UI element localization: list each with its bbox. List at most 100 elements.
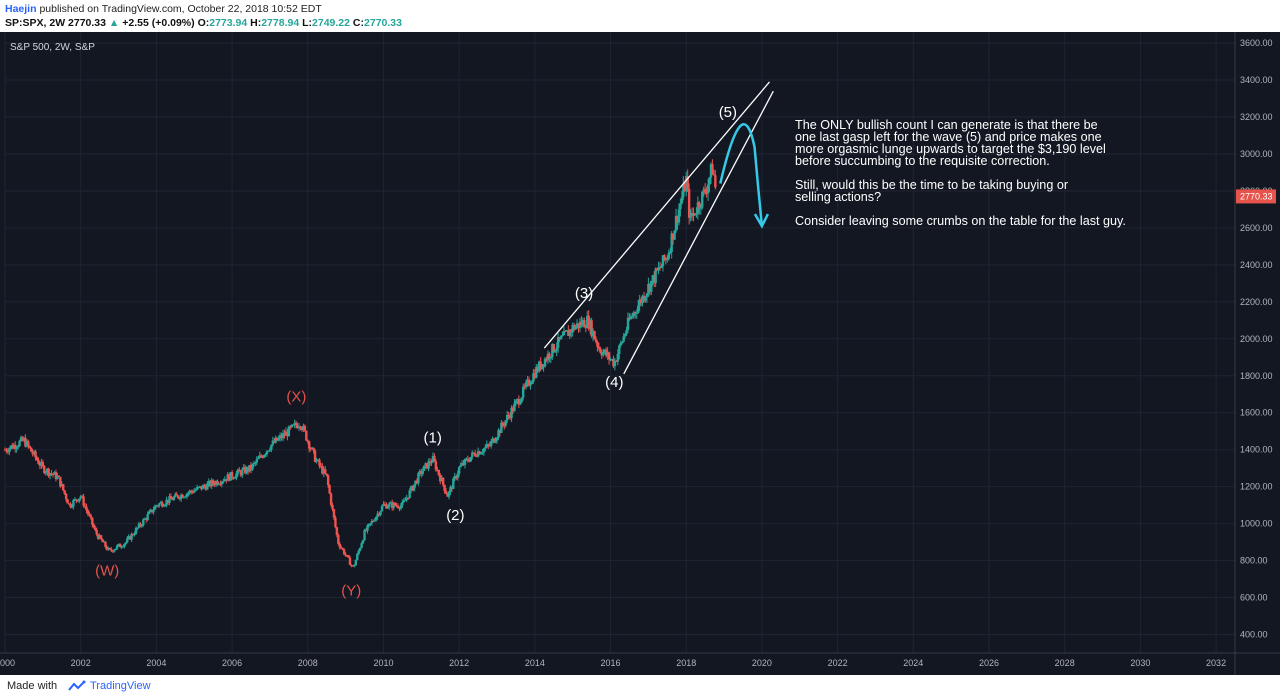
candle-body: [6, 451, 10, 453]
candle-body: [523, 386, 526, 388]
candle-body: [197, 486, 200, 488]
candle-body: [28, 445, 31, 448]
candle-body: [280, 435, 283, 439]
chart-area[interactable]: (W) (X) (Y) (1) (2) (3) (4) (5) S&P 500, 2W, S&…: [0, 32, 1280, 675]
candle-body: [561, 335, 564, 337]
candle-body: [382, 504, 385, 507]
candle-body: [597, 346, 601, 349]
candle-body: [163, 504, 167, 506]
candle-body: [407, 497, 410, 499]
candle-body: [568, 329, 571, 337]
candle-body: [64, 493, 68, 500]
candle-body: [497, 430, 500, 438]
candle-body: [631, 316, 634, 318]
wave-label: (2): [446, 507, 464, 524]
candle-body: [423, 465, 426, 471]
candle-body: [102, 541, 106, 543]
candle-body: [326, 475, 330, 486]
candle-body: [338, 543, 341, 548]
candle-body: [437, 469, 440, 475]
candle-body: [351, 565, 355, 567]
candle-body: [504, 420, 507, 426]
candle-body: [204, 486, 208, 490]
candle-body: [363, 530, 366, 541]
candle-body: [209, 481, 212, 487]
candle-body: [699, 207, 702, 209]
candle-body: [587, 315, 590, 329]
candle-body: [602, 351, 605, 356]
candle-body: [32, 451, 36, 455]
y-tick-label: 2600.00: [1240, 223, 1273, 233]
candle-body: [182, 496, 186, 498]
candle-body: [524, 382, 528, 387]
candle-body: [636, 305, 640, 313]
x-tick-label: 2006: [222, 658, 242, 668]
candle-body: [217, 483, 221, 485]
y-tick-label: 2400.00: [1240, 260, 1273, 270]
x-tick-label: 2002: [71, 658, 91, 668]
candle-body: [459, 465, 462, 468]
candle-body: [53, 472, 56, 475]
candle-body: [86, 510, 90, 515]
annotation-text: more orgasmic lunge upwards to target th…: [795, 142, 1106, 156]
candle-body: [96, 534, 100, 539]
candle-body: [503, 424, 506, 426]
candle-body: [136, 527, 139, 529]
candle-body: [418, 471, 422, 474]
candle-body: [428, 461, 432, 464]
author-link[interactable]: Haejin: [5, 3, 37, 15]
change-value: +2.55 (+0.09%): [122, 17, 195, 29]
candle-body: [149, 509, 152, 512]
candle-body: [82, 496, 85, 506]
x-tick-label: 2028: [1055, 658, 1075, 668]
y-tick-label: 1200.00: [1240, 482, 1273, 492]
candle-body: [155, 505, 158, 507]
candle-body: [689, 213, 692, 218]
candle-body: [118, 543, 122, 548]
candle-body: [325, 473, 328, 476]
candle-body: [644, 297, 647, 301]
candle-body: [405, 497, 408, 500]
candle-body: [389, 502, 392, 504]
candle-body: [161, 502, 164, 507]
x-tick-label: 2014: [525, 658, 545, 668]
wave-label: (5): [719, 104, 737, 121]
candle-body: [92, 524, 95, 528]
y-tick-label: 3000.00: [1240, 149, 1273, 159]
candle-body: [513, 403, 516, 412]
candle-body: [223, 479, 226, 482]
candle-body: [171, 498, 174, 501]
candle-body: [388, 503, 391, 507]
candle-body: [671, 233, 675, 240]
candle-body: [433, 455, 436, 462]
candle-body: [124, 542, 128, 544]
price-chart[interactable]: (W) (X) (Y) (1) (2) (3) (4) (5) S&P 500, 2W, S&…: [0, 32, 1280, 675]
annotation-text: one last gasp left for the wave (5) and …: [795, 130, 1102, 144]
candle-body: [635, 312, 638, 314]
candle-body: [185, 493, 189, 497]
candle-body: [638, 299, 641, 306]
candle-body: [411, 486, 414, 491]
candle-body: [229, 472, 232, 481]
candle-body: [645, 293, 649, 298]
candle-body: [446, 493, 449, 497]
candle-body: [95, 529, 98, 535]
candle-body: [210, 480, 213, 487]
candle-body: [270, 444, 273, 450]
candle-body: [479, 452, 483, 455]
candle-body: [706, 184, 710, 194]
candle-body: [350, 564, 353, 566]
candle-body: [562, 330, 566, 336]
candle-body: [685, 176, 688, 192]
candle-body: [434, 461, 438, 470]
candle-body: [500, 422, 503, 433]
candle-body: [535, 367, 538, 378]
tradingview-link[interactable]: TradingView: [90, 680, 151, 692]
candle-body: [409, 486, 413, 491]
candle-body: [254, 462, 257, 464]
candle-body: [677, 209, 681, 223]
y-tick-label: 3400.00: [1240, 75, 1273, 85]
candle-body: [431, 455, 435, 463]
candle-body: [460, 463, 464, 466]
candle-body: [578, 321, 582, 329]
